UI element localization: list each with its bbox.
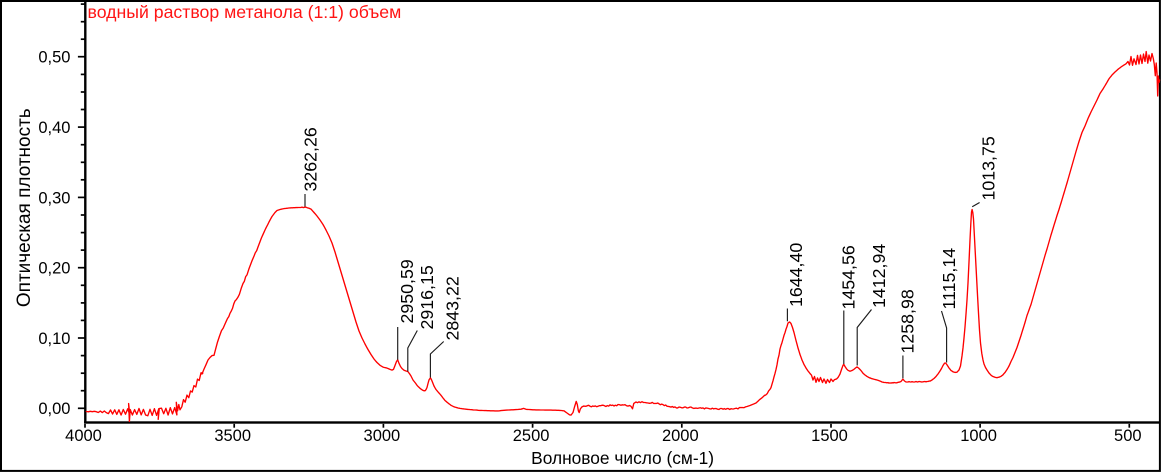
svg-text:Оптическая плотность: Оптическая плотность: [14, 108, 35, 307]
svg-text:4000: 4000: [65, 427, 102, 445]
svg-text:0,30: 0,30: [38, 189, 70, 207]
svg-text:500: 500: [1114, 427, 1142, 445]
svg-text:3262,26: 3262,26: [301, 127, 321, 191]
svg-text:0,50: 0,50: [38, 49, 70, 67]
svg-text:1454,56: 1454,56: [839, 245, 859, 309]
svg-text:3000: 3000: [364, 427, 401, 445]
svg-text:1412,94: 1412,94: [869, 244, 889, 308]
svg-text:2000: 2000: [662, 427, 699, 445]
svg-text:1500: 1500: [811, 427, 848, 445]
svg-text:Волновое число (см-1): Волновое число (см-1): [531, 448, 714, 468]
svg-text:1258,98: 1258,98: [898, 289, 918, 353]
svg-text:1013,75: 1013,75: [978, 136, 998, 200]
svg-text:0,20: 0,20: [38, 260, 70, 278]
svg-text:0,40: 0,40: [38, 119, 70, 137]
svg-text:3500: 3500: [214, 427, 251, 445]
svg-text:2500: 2500: [513, 427, 550, 445]
svg-text:водный раствор метанола (1:1): водный раствор метанола (1:1) объем: [88, 2, 402, 22]
svg-text:0,10: 0,10: [38, 330, 70, 348]
svg-text:2950,59: 2950,59: [397, 259, 417, 323]
svg-text:1644,40: 1644,40: [786, 243, 806, 307]
svg-text:2916,15: 2916,15: [417, 265, 437, 329]
svg-text:0,00: 0,00: [38, 400, 70, 418]
svg-text:2843,22: 2843,22: [443, 276, 463, 340]
svg-text:1000: 1000: [960, 427, 997, 445]
svg-text:1115,14: 1115,14: [939, 248, 959, 310]
